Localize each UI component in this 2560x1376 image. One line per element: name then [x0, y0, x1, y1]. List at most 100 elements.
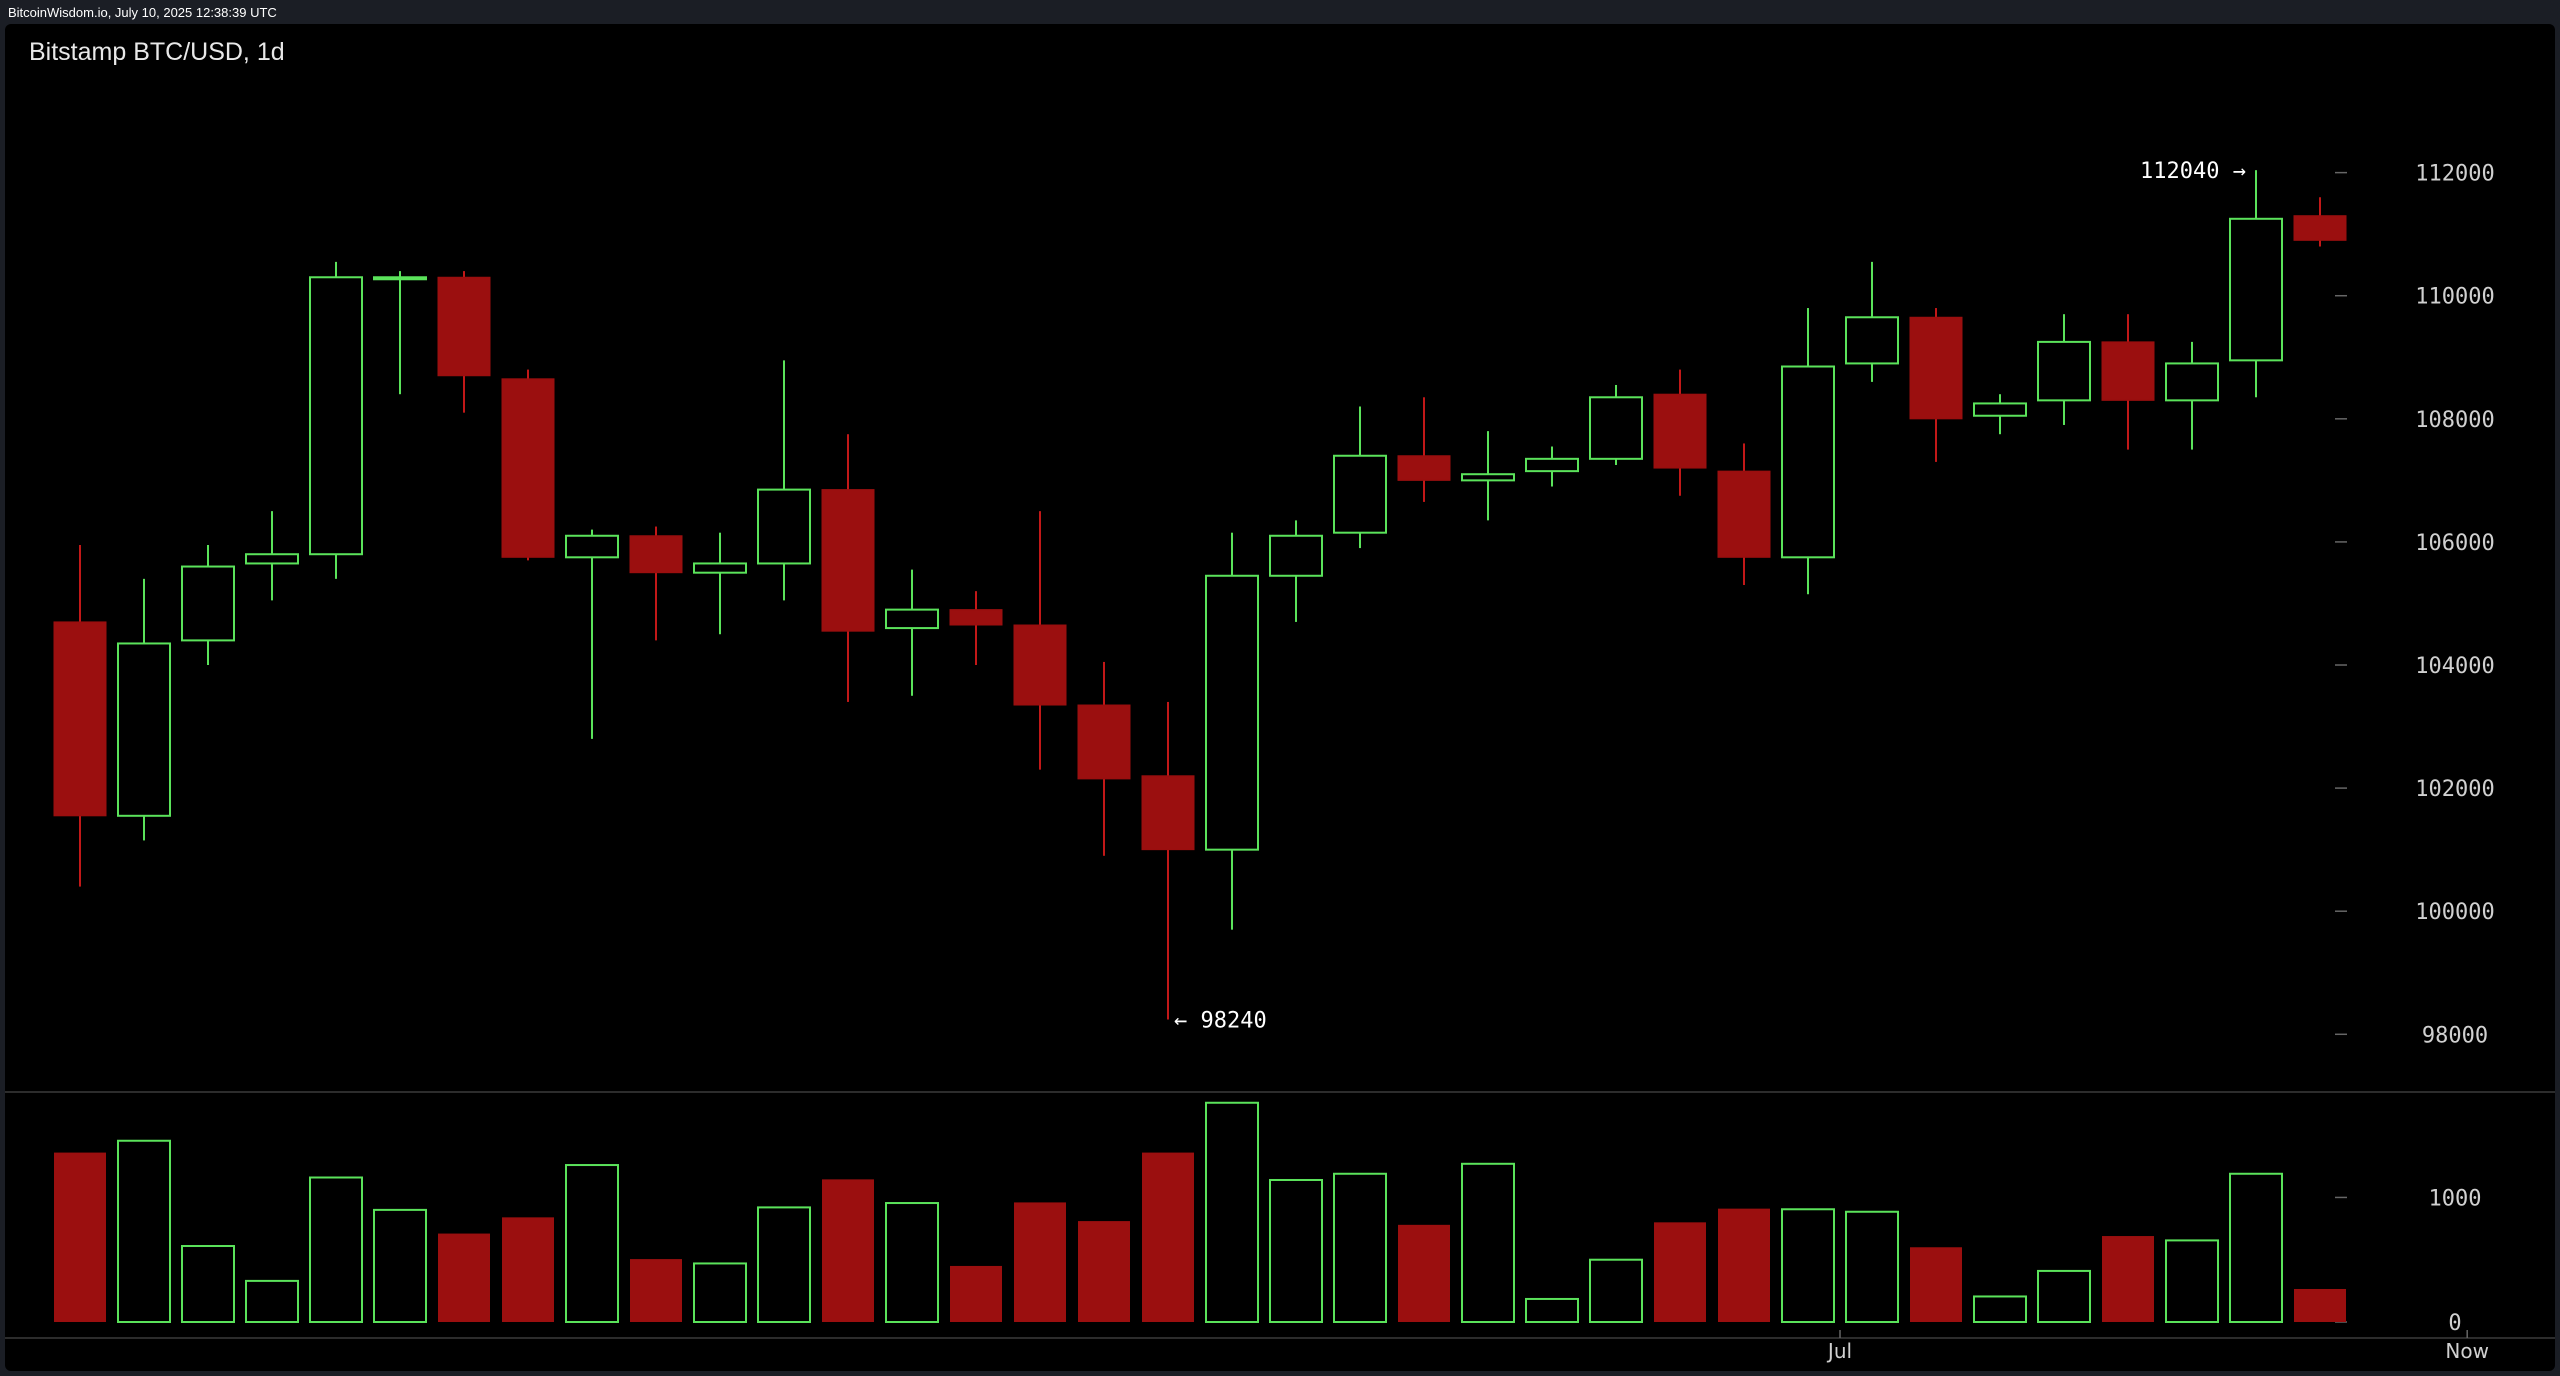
candle-down[interactable]	[2293, 197, 2347, 247]
candle-up[interactable]	[2037, 314, 2091, 425]
candle-down[interactable]	[1717, 443, 1771, 585]
candle-up[interactable]	[885, 569, 939, 696]
volume-bar-up[interactable]	[693, 1262, 747, 1323]
candle-down[interactable]	[1141, 701, 1195, 1020]
volume-bar-up[interactable]	[245, 1279, 299, 1324]
candle-down[interactable]	[821, 434, 875, 702]
volume-bar-up[interactable]	[2165, 1239, 2219, 1324]
candle-down[interactable]	[629, 526, 683, 641]
candle-up[interactable]	[1525, 446, 1579, 487]
candle-down[interactable]	[1013, 511, 1067, 770]
candle-body	[1525, 457, 1579, 473]
volume-bar-up[interactable]	[1269, 1178, 1323, 1323]
volume-bar-down[interactable]	[1014, 1202, 1066, 1322]
candle-body	[53, 621, 107, 817]
candle-up[interactable]	[1205, 532, 1259, 930]
candle-up[interactable]	[373, 271, 427, 395]
price-tick-label: 112000	[2415, 162, 2494, 187]
annotation-high-label: 112040 →	[2140, 159, 2246, 184]
candle-up[interactable]	[1973, 394, 2027, 435]
volume-bar-up[interactable]	[1973, 1295, 2027, 1324]
candle-up[interactable]	[1461, 431, 1515, 521]
volume-bar-up[interactable]	[1205, 1101, 1259, 1323]
volume-tick-label: 1000	[2429, 1186, 2482, 1211]
volume-bar-up[interactable]	[373, 1208, 427, 1324]
candle-body	[2165, 362, 2219, 402]
candle-body	[1781, 365, 1835, 559]
volume-bar-up[interactable]	[1333, 1172, 1387, 1324]
candle-up[interactable]	[1333, 406, 1387, 549]
candle-down[interactable]	[1077, 661, 1131, 856]
candle-down[interactable]	[1397, 397, 1451, 502]
volume-bar-up[interactable]	[2037, 1269, 2091, 1323]
price-chart[interactable]: 98000 100000 102000 104000 106000 108000 11000…	[5, 24, 2555, 1371]
candle-body	[821, 489, 875, 632]
volume-bar-down[interactable]	[2294, 1288, 2346, 1322]
candle-down[interactable]	[53, 544, 107, 887]
candle-up[interactable]	[1269, 520, 1323, 622]
volume-bar-up[interactable]	[757, 1206, 811, 1323]
candle-body	[1333, 454, 1387, 534]
time-axis: Jul Now	[1826, 1330, 2489, 1363]
candle-series	[53, 170, 2347, 1020]
volume-bar-down[interactable]	[822, 1179, 874, 1322]
candle-up[interactable]	[2229, 170, 2283, 398]
candle-body	[117, 642, 171, 817]
volume-bar-up[interactable]	[181, 1245, 235, 1324]
volume-bar-down[interactable]	[1910, 1247, 1962, 1322]
volume-bar-down[interactable]	[502, 1217, 554, 1322]
volume-bar-down[interactable]	[950, 1265, 1002, 1322]
candle-body	[181, 565, 235, 642]
candle-body	[1269, 534, 1323, 577]
volume-bar-down[interactable]	[1398, 1224, 1450, 1322]
candle-up[interactable]	[1589, 384, 1643, 465]
volume-bar-up[interactable]	[1589, 1258, 1643, 1323]
candle-body	[1397, 455, 1451, 481]
volume-bar-up[interactable]	[1461, 1162, 1515, 1324]
candle-up[interactable]	[1845, 261, 1899, 382]
candle-down[interactable]	[2101, 314, 2155, 450]
volume-bar-down[interactable]	[1078, 1221, 1130, 1322]
volume-bar-down[interactable]	[1654, 1222, 1706, 1322]
volume-bar-down[interactable]	[2102, 1236, 2154, 1322]
candle-up[interactable]	[565, 529, 619, 739]
volume-bar-up[interactable]	[565, 1164, 619, 1324]
price-annotations: 112040 → ← 98240	[1174, 159, 2246, 1033]
volume-bar-up[interactable]	[117, 1139, 171, 1323]
candle-body	[373, 276, 427, 281]
volume-bar-up[interactable]	[885, 1202, 939, 1324]
candle-body	[2293, 215, 2347, 241]
volume-bar-up[interactable]	[2229, 1172, 2283, 1324]
volume-bar-up[interactable]	[1525, 1297, 1579, 1324]
candle-body	[2229, 217, 2283, 362]
candle-up[interactable]	[693, 532, 747, 635]
candle-down[interactable]	[949, 591, 1003, 666]
volume-bar-down[interactable]	[54, 1152, 106, 1322]
candle-up[interactable]	[245, 511, 299, 601]
candle-down[interactable]	[437, 271, 491, 413]
candle-up[interactable]	[117, 578, 171, 841]
volume-bar-up[interactable]	[1781, 1208, 1835, 1323]
volume-bar-down[interactable]	[1142, 1152, 1194, 1322]
candle-down[interactable]	[1909, 308, 1963, 462]
candle-body	[1973, 402, 2027, 417]
candle-down[interactable]	[1653, 369, 1707, 496]
candle-up[interactable]	[181, 544, 235, 666]
candle-up[interactable]	[309, 261, 363, 579]
price-tick-label: 100000	[2415, 900, 2494, 925]
candle-body	[437, 276, 491, 377]
volume-bar-down[interactable]	[438, 1233, 490, 1322]
volume-bar-up[interactable]	[1845, 1210, 1899, 1323]
candle-body	[757, 488, 811, 565]
candle-down[interactable]	[501, 369, 555, 561]
pane-dividers	[5, 1091, 2555, 1339]
candle-body	[1461, 473, 1515, 482]
volume-bar-up[interactable]	[309, 1176, 363, 1324]
candle-up[interactable]	[757, 360, 811, 601]
candle-body	[2037, 340, 2091, 402]
volume-bar-down[interactable]	[630, 1259, 682, 1322]
candle-up[interactable]	[2165, 341, 2219, 450]
volume-bar-down[interactable]	[1718, 1208, 1770, 1322]
candle-up[interactable]	[1781, 308, 1835, 595]
